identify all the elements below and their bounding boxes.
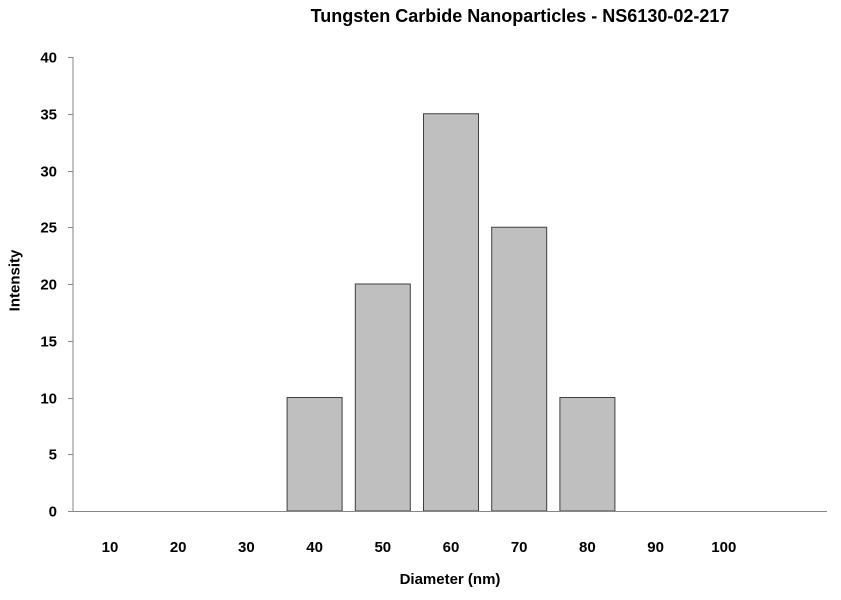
- bar-60: [423, 113, 479, 512]
- x-tick-label: 40: [306, 539, 323, 556]
- y-tick-label: 30: [40, 164, 57, 181]
- x-axis-label: Diameter (nm): [399, 571, 501, 588]
- x-tick-label: 10: [102, 539, 119, 556]
- x-tick-label: 20: [170, 539, 187, 556]
- y-tick-label: 0: [49, 504, 57, 521]
- y-tick-label: 40: [40, 50, 57, 67]
- bar-80: [559, 397, 616, 512]
- x-tick-label: 100: [711, 539, 736, 556]
- x-tick-label: 90: [647, 539, 664, 556]
- y-tick-label: 10: [40, 391, 57, 408]
- y-tick-label: 35: [40, 107, 57, 124]
- bar-70: [491, 226, 548, 512]
- bar-40: [286, 397, 343, 512]
- bar-50: [354, 283, 411, 512]
- x-tick-label: 80: [579, 539, 596, 556]
- x-tick-label: 70: [511, 539, 528, 556]
- x-tick-label: 60: [443, 539, 460, 556]
- y-tick-label: 5: [49, 447, 57, 464]
- y-tick-label: 20: [40, 277, 57, 294]
- chart-title: Tungsten Carbide Nanoparticles - NS6130-…: [310, 6, 730, 26]
- x-tick-label: 50: [374, 539, 391, 556]
- y-tick-label: 15: [40, 334, 57, 351]
- y-tick-label: 25: [40, 220, 57, 237]
- x-tick-label: 30: [238, 539, 255, 556]
